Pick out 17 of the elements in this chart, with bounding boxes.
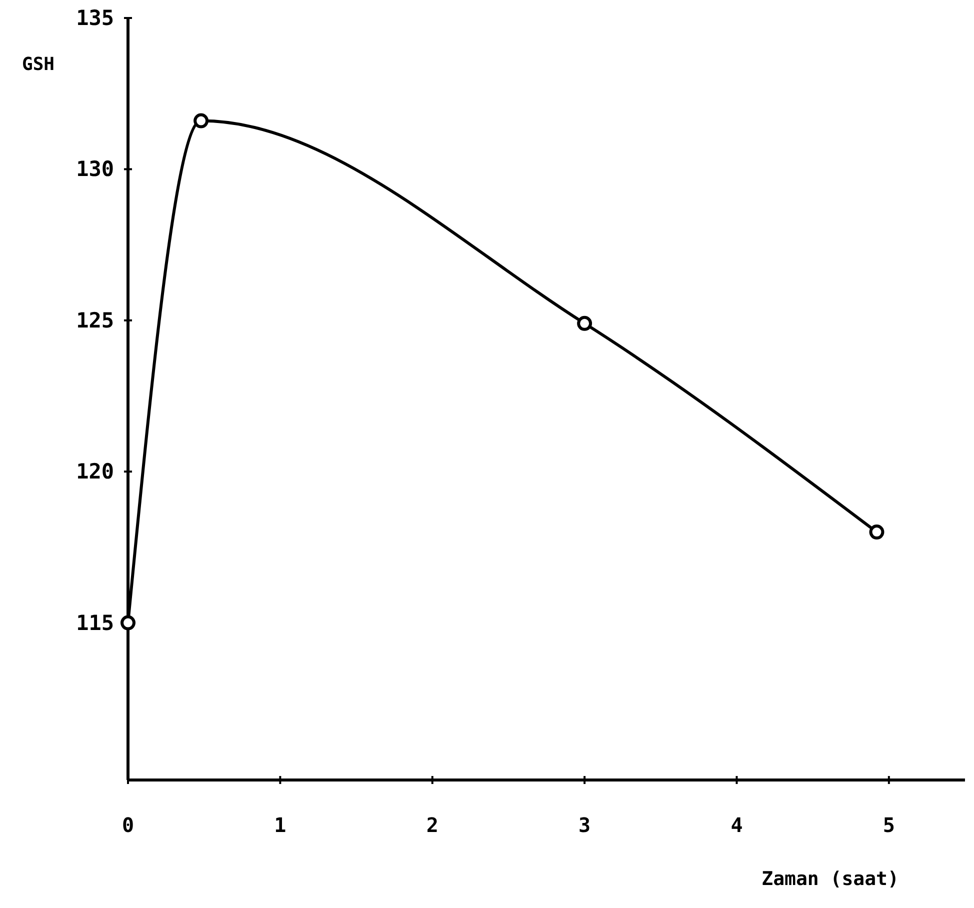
y-tick-label: 115: [76, 610, 114, 635]
x-axis-title: Zaman (saat): [762, 868, 899, 890]
x-tick-label: 3: [578, 813, 591, 837]
x-tick-label: 2: [426, 813, 438, 837]
x-tick-label: 5: [882, 813, 895, 837]
y-tick-label: 135: [76, 6, 114, 30]
y-tick-label: 130: [76, 157, 114, 182]
y-tick-label: 125: [76, 308, 114, 332]
point: [869, 524, 884, 540]
y-tick-label: 120: [76, 460, 114, 484]
x-tick-label: 0: [122, 813, 134, 837]
point: [577, 316, 592, 331]
x-tick-label: 1: [274, 813, 286, 837]
x-tick-label: 4: [730, 813, 743, 837]
y-axis-title: GSH: [22, 54, 55, 75]
point: [120, 615, 136, 630]
point: [194, 113, 209, 128]
